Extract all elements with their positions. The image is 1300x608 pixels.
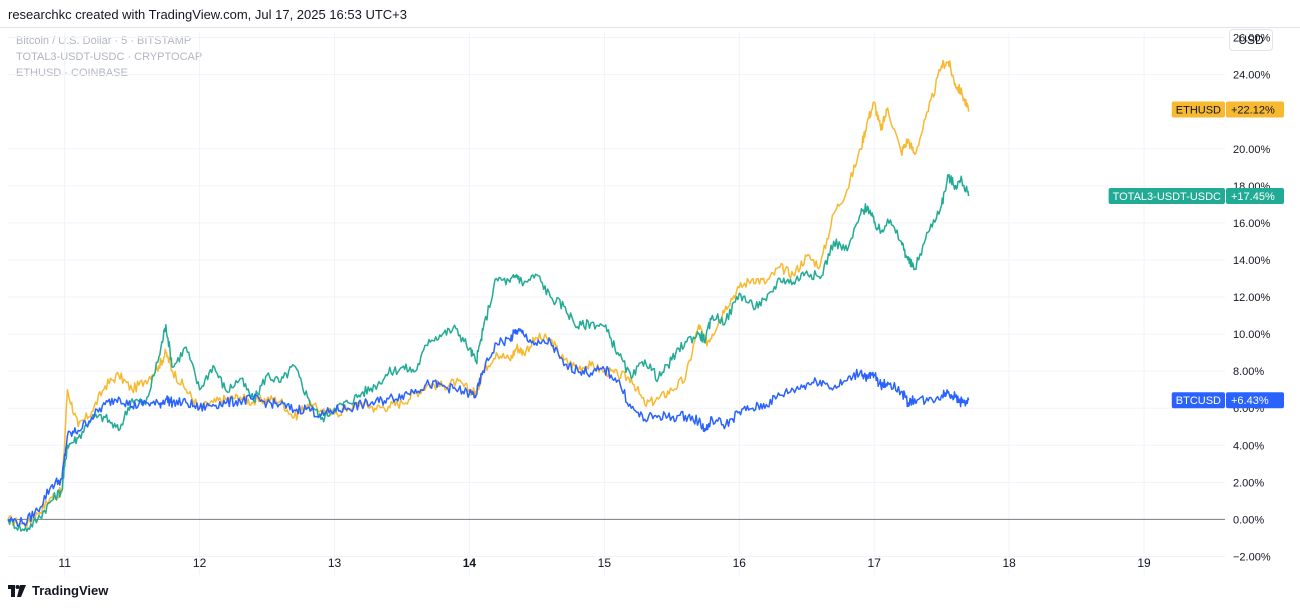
x-tick-label: 16 xyxy=(733,556,747,570)
badge-label: BTCUSD xyxy=(1176,395,1221,407)
badge-value: +17.45% xyxy=(1231,191,1275,203)
series-line-ethusd xyxy=(7,59,970,528)
x-tick-label: 14 xyxy=(463,556,477,570)
y-tick-label: 26.00% xyxy=(1233,33,1271,45)
footer: TradingView xyxy=(8,583,108,598)
y-tick-label: 0.00% xyxy=(1233,514,1264,526)
badge-value-bg xyxy=(1226,188,1284,205)
legend-item-eth[interactable]: ETHUSD · COINBASE xyxy=(16,67,128,79)
chart-attribution: researchkc created with TradingView.com,… xyxy=(8,7,408,22)
y-tick-label: 2.00% xyxy=(1233,477,1264,489)
currency-button[interactable]: USD xyxy=(1229,29,1273,51)
y-tick-label: 10.00% xyxy=(1233,329,1271,341)
badge-value-bg xyxy=(1226,392,1284,409)
badge-value: +6.43% xyxy=(1231,395,1269,407)
x-tick-label: 15 xyxy=(598,556,612,570)
last-value-badge-btcusd: BTCUSD +6.43% xyxy=(1171,392,1284,409)
x-tick-label: 12 xyxy=(193,556,207,570)
series-line-btcusd xyxy=(7,327,970,527)
y-tick-label: 12.00% xyxy=(1233,292,1271,304)
series-layer xyxy=(7,59,970,532)
x-tick-label: 18 xyxy=(1002,556,1016,570)
y-tick-label: 4.00% xyxy=(1233,440,1264,452)
badge-label-bg xyxy=(1108,188,1225,205)
badge-value-bg xyxy=(1226,101,1284,118)
series-line-total3-usdt-usdc xyxy=(7,173,970,532)
y-tick-label: 14.00% xyxy=(1233,255,1271,267)
badge-label-bg xyxy=(1171,392,1225,409)
badge-value: +22.12% xyxy=(1231,104,1275,116)
grid-layer xyxy=(8,32,1225,575)
x-tick-label: 13 xyxy=(328,556,342,570)
badge-label-bg xyxy=(1171,101,1225,118)
last-value-badge-total3-usdt-usdc: TOTAL3-USDT-USDC +17.45% xyxy=(1108,188,1284,205)
y-tick-label: 8.00% xyxy=(1233,366,1264,378)
badge-label: TOTAL3-USDT-USDC xyxy=(1113,191,1221,203)
x-tick-label: 17 xyxy=(868,556,882,570)
y-tick-label: 20.00% xyxy=(1233,144,1271,156)
tradingview-logo-icon xyxy=(8,584,26,597)
y-tick-label: 16.00% xyxy=(1233,218,1271,230)
x-tick-label: 11 xyxy=(58,556,71,570)
y-tick-label: 24.00% xyxy=(1233,70,1271,82)
header-divider xyxy=(0,27,1300,28)
y-tick-label: −2.00% xyxy=(1233,551,1271,563)
axis-layer: 26.00%24.00%20.00%18.00%16.00%14.00%12.0… xyxy=(58,33,1270,570)
legend-item-total3[interactable]: TOTAL3-USDT-USDC · CRYPTOCAP xyxy=(16,51,203,63)
badge-label: ETHUSD xyxy=(1176,104,1221,116)
last-value-badge-ethusd: ETHUSD +22.12% xyxy=(1171,101,1284,118)
footer-brand: TradingView xyxy=(32,583,109,598)
x-tick-label: 19 xyxy=(1137,556,1151,570)
badge-layer: ETHUSD +22.12% TOTAL3-USDT-USDC +17.45% BTCU… xyxy=(1108,101,1284,409)
